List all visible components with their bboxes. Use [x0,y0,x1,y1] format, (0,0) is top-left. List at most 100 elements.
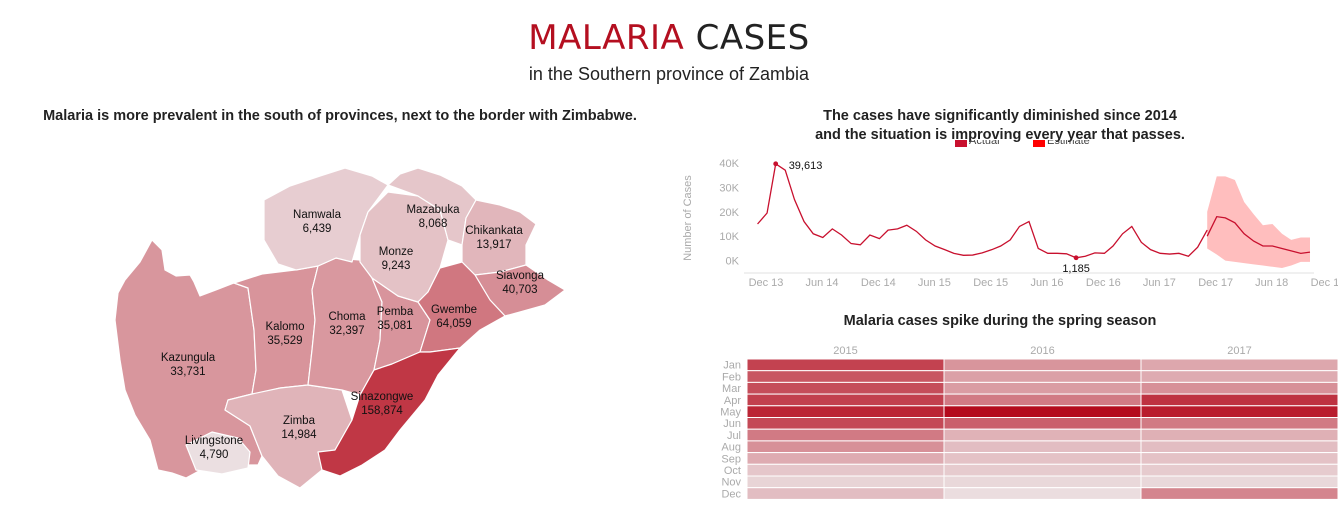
heatmap-cell [943,381,1142,395]
district-name-label: Kazungula [161,352,216,364]
title-rest: CASES [695,18,810,58]
heatmap-heading: Malaria cases spike during the spring se… [843,313,1157,329]
x-tick-label: Dec 17 [1198,277,1233,289]
district-value-label: 64,059 [436,318,471,330]
heatmap-cell [746,440,945,454]
heatmap-cell [1140,428,1338,442]
district-name-label: Kalomo [266,321,305,333]
x-tick-label: Jun 14 [805,277,838,289]
heatmap-cell [1140,381,1338,395]
actual-series-line [757,162,1208,259]
annotation-label: 1,185 [1062,263,1090,275]
line-heading-line1: The cases have significantly diminished … [823,108,1177,124]
heatmap-cell [943,370,1142,383]
heatmap-cell [1140,452,1338,465]
heatmap-cell [943,487,1142,500]
heatmap-cell [746,381,945,395]
x-tick-label: Dec 15 [973,277,1008,289]
heatmap-cell [943,463,1142,477]
heatmap-cell [746,475,945,489]
heatmap-cell [746,370,945,383]
estimate-band [1207,176,1310,268]
heatmap-cell [943,393,1142,407]
heatmap-row-label: Apr [724,395,741,407]
district-value-label: 8,068 [419,218,448,230]
x-tick-label: Jun 15 [918,277,951,289]
district-name-label: Gwembe [431,304,477,316]
district-value-label: 40,703 [502,284,537,296]
district-value-label: 33,731 [170,366,205,378]
district-value-label: 13,917 [476,239,511,251]
heatmap-cell [746,487,945,500]
line-chart: Actual Estimate 0K 10K 20K 30K 40K Number of C… [682,140,1338,289]
annotation-point [773,161,779,167]
heatmap-cell [943,428,1142,442]
heatmap-cell [1140,370,1338,383]
x-tick-label: Jun 17 [1143,277,1176,289]
district-name-label: Sinazongwe [351,391,414,403]
heatmap-row-label: May [720,407,741,419]
district-name-label: Livingstone [185,435,243,447]
district-value-label: 6,439 [303,223,332,235]
estimate-series-line [1206,215,1311,254]
district-value-label: 35,081 [377,320,412,332]
heatmap-row-label: Nov [721,477,741,489]
heatmap-row-label: Jan [723,360,741,372]
district-name-label: Siavonga [496,270,545,282]
heatmap-column-label: 2015 [833,345,857,357]
line-chart-heading: The cases have significantly diminished … [690,107,1310,145]
district-value-label: 35,529 [267,335,302,347]
y-tick-label: 0K [726,256,740,268]
legend-label: Actual [969,140,1000,147]
page-title: MALARIA CASES [0,18,1338,58]
heatmap-cell [943,417,1142,430]
heatmap-cell [943,405,1142,419]
x-tick-label: Jun 18 [1255,277,1288,289]
heatmap-cell [943,358,1142,372]
legend-label: Estimate [1047,140,1090,147]
heatmap-row-label: Feb [722,371,741,383]
district-value-label: 4,790 [200,449,229,461]
heatmap-column-label: 2017 [1227,345,1251,357]
heatmap-cell [746,428,945,442]
x-tick-label: Jun 16 [1030,277,1063,289]
district-gwembe[interactable] [417,261,506,353]
heatmap-cell [746,463,945,477]
heatmap-cell [943,475,1142,489]
y-tick-label: 30K [719,182,739,194]
heatmap-cell [746,405,945,419]
x-tick-label: Dec 18 [1311,277,1338,289]
legend-swatch [1033,140,1045,147]
district-name-label: Monze [379,246,414,258]
heatmap-cell [1140,475,1338,489]
heatmap-row-label: Sep [721,453,741,465]
y-tick-label: 20K [719,207,739,219]
heatmap-cell [746,358,945,372]
heatmap-row-label: Aug [721,442,741,454]
district-name-label: Mazabuka [406,204,460,216]
heatmap-cell [1140,358,1338,372]
map-heading: Malaria is more prevalent in the south o… [43,108,637,124]
legend-swatch [955,140,967,147]
district-name-label: Zimba [283,415,316,427]
x-tick-label: Dec 14 [861,277,896,289]
heatmap-row-label: Dec [721,488,741,500]
y-tick-label: 40K [719,158,739,170]
district-value-label: 9,243 [382,260,411,272]
district-sinazongwe[interactable] [317,347,461,477]
district-name-label: Chikankata [465,225,523,237]
page-subtitle: in the Southern province of Zambia [528,64,810,84]
heatmap-cell [1140,487,1338,500]
heatmap-row-label: Oct [724,465,741,477]
annotation-label: 39,613 [789,160,823,172]
district-livingstone[interactable] [185,431,251,475]
y-tick-label: 10K [719,231,739,243]
heatmap-cell [746,452,945,465]
heatmap-column-label: 2016 [1030,345,1054,357]
heatmap-cell [1140,405,1338,419]
heatmap-cell [943,440,1142,454]
heatmap-cell [746,393,945,407]
district-chikankata[interactable] [461,199,537,276]
heatmap-cell [1140,463,1338,477]
heatmap-row-label: Jul [727,430,741,442]
